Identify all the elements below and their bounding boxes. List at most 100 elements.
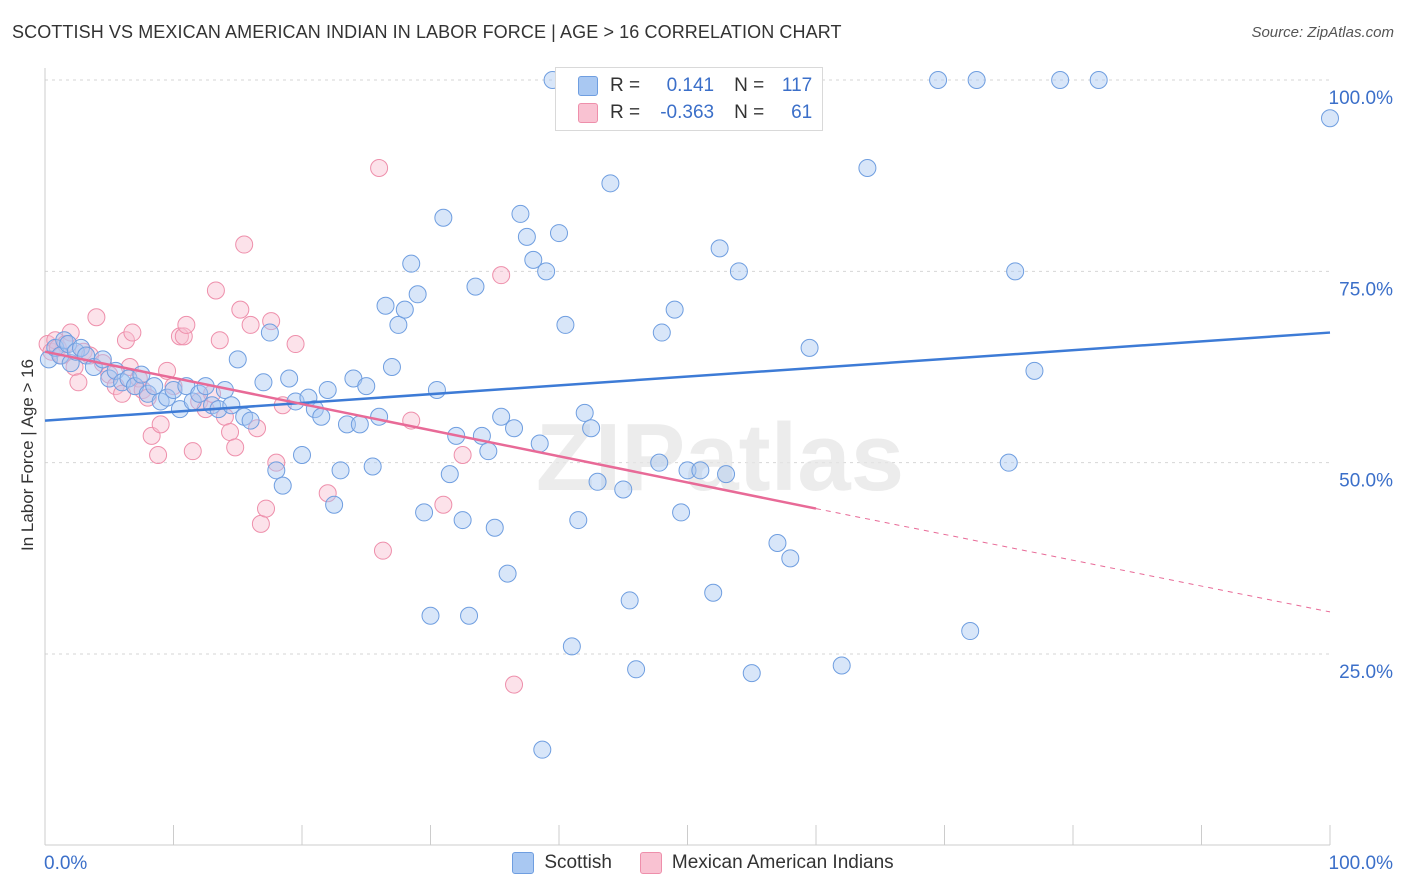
data-point-scottish	[453, 511, 472, 530]
data-point-scottish	[190, 384, 209, 403]
data-point-mexican-american-indians	[267, 453, 286, 472]
data-point-scottish	[421, 606, 440, 625]
data-point-mexican-american-indians	[434, 495, 453, 514]
data-point-scottish	[325, 495, 344, 514]
data-point-scottish	[710, 239, 729, 258]
data-point-scottish	[273, 476, 292, 495]
data-point-scottish	[550, 224, 568, 243]
data-point-scottish	[267, 461, 286, 480]
data-point-scottish	[511, 204, 530, 223]
data-point-scottish	[517, 227, 536, 246]
legend-row-scottish: R = 0.141 N = 117	[578, 73, 812, 99]
data-point-scottish	[241, 411, 260, 430]
data-point-scottish	[601, 174, 620, 193]
data-point-scottish	[691, 461, 710, 480]
y-tick-label: 75.0%	[1339, 279, 1393, 300]
data-point-mexican-american-indians	[248, 419, 267, 438]
data-point-scottish	[672, 503, 691, 522]
data-point-scottish	[312, 407, 331, 426]
data-point-scottish	[858, 159, 877, 178]
data-point-scottish	[479, 442, 498, 461]
data-point-scottish	[415, 503, 434, 522]
data-point-scottish	[357, 377, 376, 396]
legend-r-label: R =	[610, 102, 641, 123]
data-point-scottish	[440, 465, 459, 484]
y-tick-label: 50.0%	[1339, 471, 1393, 492]
pink-series-points	[38, 159, 524, 694]
source-credit: Source: ZipAtlas.com	[1251, 24, 1394, 41]
data-point-scottish	[781, 549, 800, 568]
legend-n-value: 61	[791, 102, 813, 123]
data-point-scottish	[999, 453, 1018, 472]
data-point-mexican-american-indians	[69, 373, 88, 392]
data-point-scottish	[158, 388, 177, 407]
data-point-scottish	[260, 323, 279, 342]
data-point-scottish	[39, 350, 58, 369]
data-point-scottish	[533, 740, 552, 759]
chart-title: SCOTTISH VS MEXICAN AMERICAN INDIAN IN L…	[12, 22, 842, 42]
data-point-scottish	[569, 511, 588, 530]
data-point-scottish	[556, 315, 575, 334]
y-axis-label: In Labor Force | Age > 16	[18, 358, 37, 552]
trend-line-scottish	[44, 331, 1331, 422]
data-point-mexican-american-indians	[453, 446, 472, 465]
data-point-scottish	[331, 461, 350, 480]
data-point-scottish	[492, 407, 511, 426]
data-point-scottish	[652, 323, 671, 342]
legend-r-value: -0.363	[660, 102, 715, 123]
data-point-scottish	[967, 71, 986, 89]
data-point-scottish	[382, 358, 401, 376]
data-point-mexican-american-indians	[226, 438, 245, 457]
data-point-mexican-american-indians	[262, 312, 281, 331]
legend-n-value: 117	[781, 75, 813, 96]
data-point-mexican-american-indians	[170, 327, 189, 346]
data-point-mexican-american-indians	[241, 315, 260, 334]
data-point-scottish	[530, 434, 549, 453]
data-point-mexican-american-indians	[251, 514, 270, 533]
data-point-scottish	[588, 472, 607, 491]
data-point-mexican-american-indians	[210, 331, 229, 350]
data-point-scottish	[582, 419, 601, 438]
trend-line-mexican-american-indians	[44, 350, 817, 510]
data-point-scottish	[832, 656, 851, 675]
data-point-mexican-american-indians	[123, 323, 142, 342]
data-point-mexican-american-indians	[183, 442, 202, 461]
data-point-scottish	[1321, 109, 1339, 128]
legend-row-mexican-american-indians: R = -0.363 N = 61	[578, 100, 812, 126]
data-point-scottish	[485, 518, 504, 537]
data-point-scottish	[620, 591, 639, 610]
data-point-scottish	[729, 262, 748, 281]
data-point-mexican-american-indians	[492, 266, 511, 285]
blue-series-points	[39, 71, 1339, 759]
data-point-scottish	[1089, 71, 1108, 89]
data-point-mexican-american-indians	[61, 323, 80, 342]
legend-r-value: 0.141	[666, 75, 715, 96]
data-point-scottish	[742, 664, 761, 683]
x-tick-label: 100.0%	[1329, 853, 1394, 874]
data-point-scottish	[376, 296, 395, 315]
data-point-scottish	[537, 262, 556, 281]
data-point-scottish	[460, 606, 479, 625]
legend-swatch-pink	[578, 103, 598, 123]
data-point-scottish	[929, 71, 948, 89]
data-point-mexican-american-indians	[505, 675, 524, 694]
data-point-scottish	[402, 254, 421, 273]
legend-swatch-blue	[578, 76, 598, 96]
legend-item-mexican-american-indians: Mexican American Indians	[639, 852, 894, 874]
data-point-scottish	[222, 396, 241, 415]
legend-swatch-blue	[512, 852, 535, 874]
data-point-mexican-american-indians	[235, 235, 254, 254]
data-point-scottish	[800, 338, 819, 357]
data-point-scottish	[363, 457, 382, 476]
data-point-scottish	[665, 300, 684, 319]
data-point-scottish	[768, 534, 787, 553]
data-point-scottish	[717, 465, 736, 484]
trend-lines	[44, 331, 1331, 613]
legend-label: Mexican American Indians	[671, 852, 894, 873]
tick-labels: 25.0% 50.0% 75.0% 100.0% 0.0% 100.0%	[44, 88, 1393, 874]
data-point-scottish	[650, 453, 669, 472]
data-point-scottish	[1051, 71, 1070, 89]
data-point-scottish	[1006, 262, 1025, 281]
data-point-scottish	[704, 583, 723, 602]
